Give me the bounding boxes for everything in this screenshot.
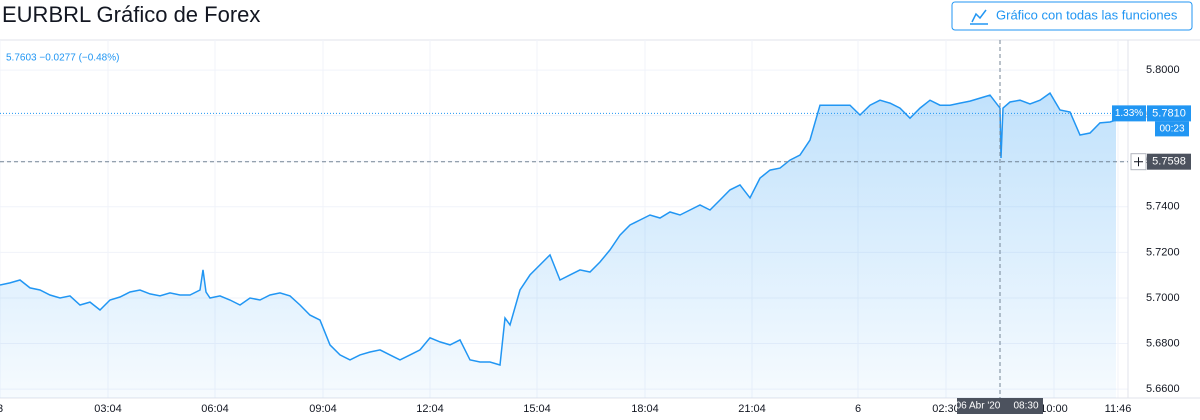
x-tick-label: 3 [0,403,3,415]
x-tick-label: 15:04 [523,403,551,415]
x-tick-label: 21:04 [738,403,766,415]
x-tick-label: 09:04 [309,403,337,415]
y-tick-label: 5.7400 [1146,201,1180,213]
crosshair-date: 06 Abr '20 [956,401,1001,412]
x-tick-label: 12:04 [416,403,444,415]
y-tick-label: 5.7000 [1146,292,1180,304]
crosshair-x-box [957,398,1043,414]
crosshair-plus [1134,157,1143,167]
x-tick-label: 11:46 [1105,403,1132,415]
button[interactable]: Gráfico con todas las funciones [951,1,1193,31]
last-price-label: 5.7810 [1152,107,1186,119]
crosshair-y-label: 5.7598 [1152,156,1186,168]
plot [0,40,1200,399]
button-label[interactable]: Gráfico con todas las funciones [996,7,1178,22]
y-tick-label: 5.7200 [1146,246,1180,258]
chart-title: EURBRL Gráfico de Forex [2,2,260,27]
price-box [1112,105,1146,122]
crosshair-time: 08:30 [1013,401,1038,412]
x-tick-label: 18:04 [631,403,659,415]
button-icon [970,9,988,25]
line [0,92,1117,366]
x-tick-label: 03:04 [94,403,122,415]
last-change: 1.33% [1115,108,1143,119]
x-tick-label: 10:00 [1040,403,1068,415]
x-tick-label: 06:04 [201,403,229,415]
y-tick-label: 5.6800 [1146,337,1180,349]
x-tick-label: 6 [855,403,861,415]
legend-text: 5.7603 −0.0277 (−0.48%) [6,53,119,64]
y-tick-label: 5.6600 [1146,383,1180,395]
countdown-box [1155,121,1189,137]
countdown: 00:23 [1159,124,1184,135]
price-box [1147,105,1191,122]
button-frame[interactable] [951,1,1193,31]
crosshair-y-box [1147,153,1191,170]
y-tick-label: 5.8000 [1146,64,1180,76]
area [0,93,1116,398]
x-tick-label: 02:30 [932,403,960,415]
